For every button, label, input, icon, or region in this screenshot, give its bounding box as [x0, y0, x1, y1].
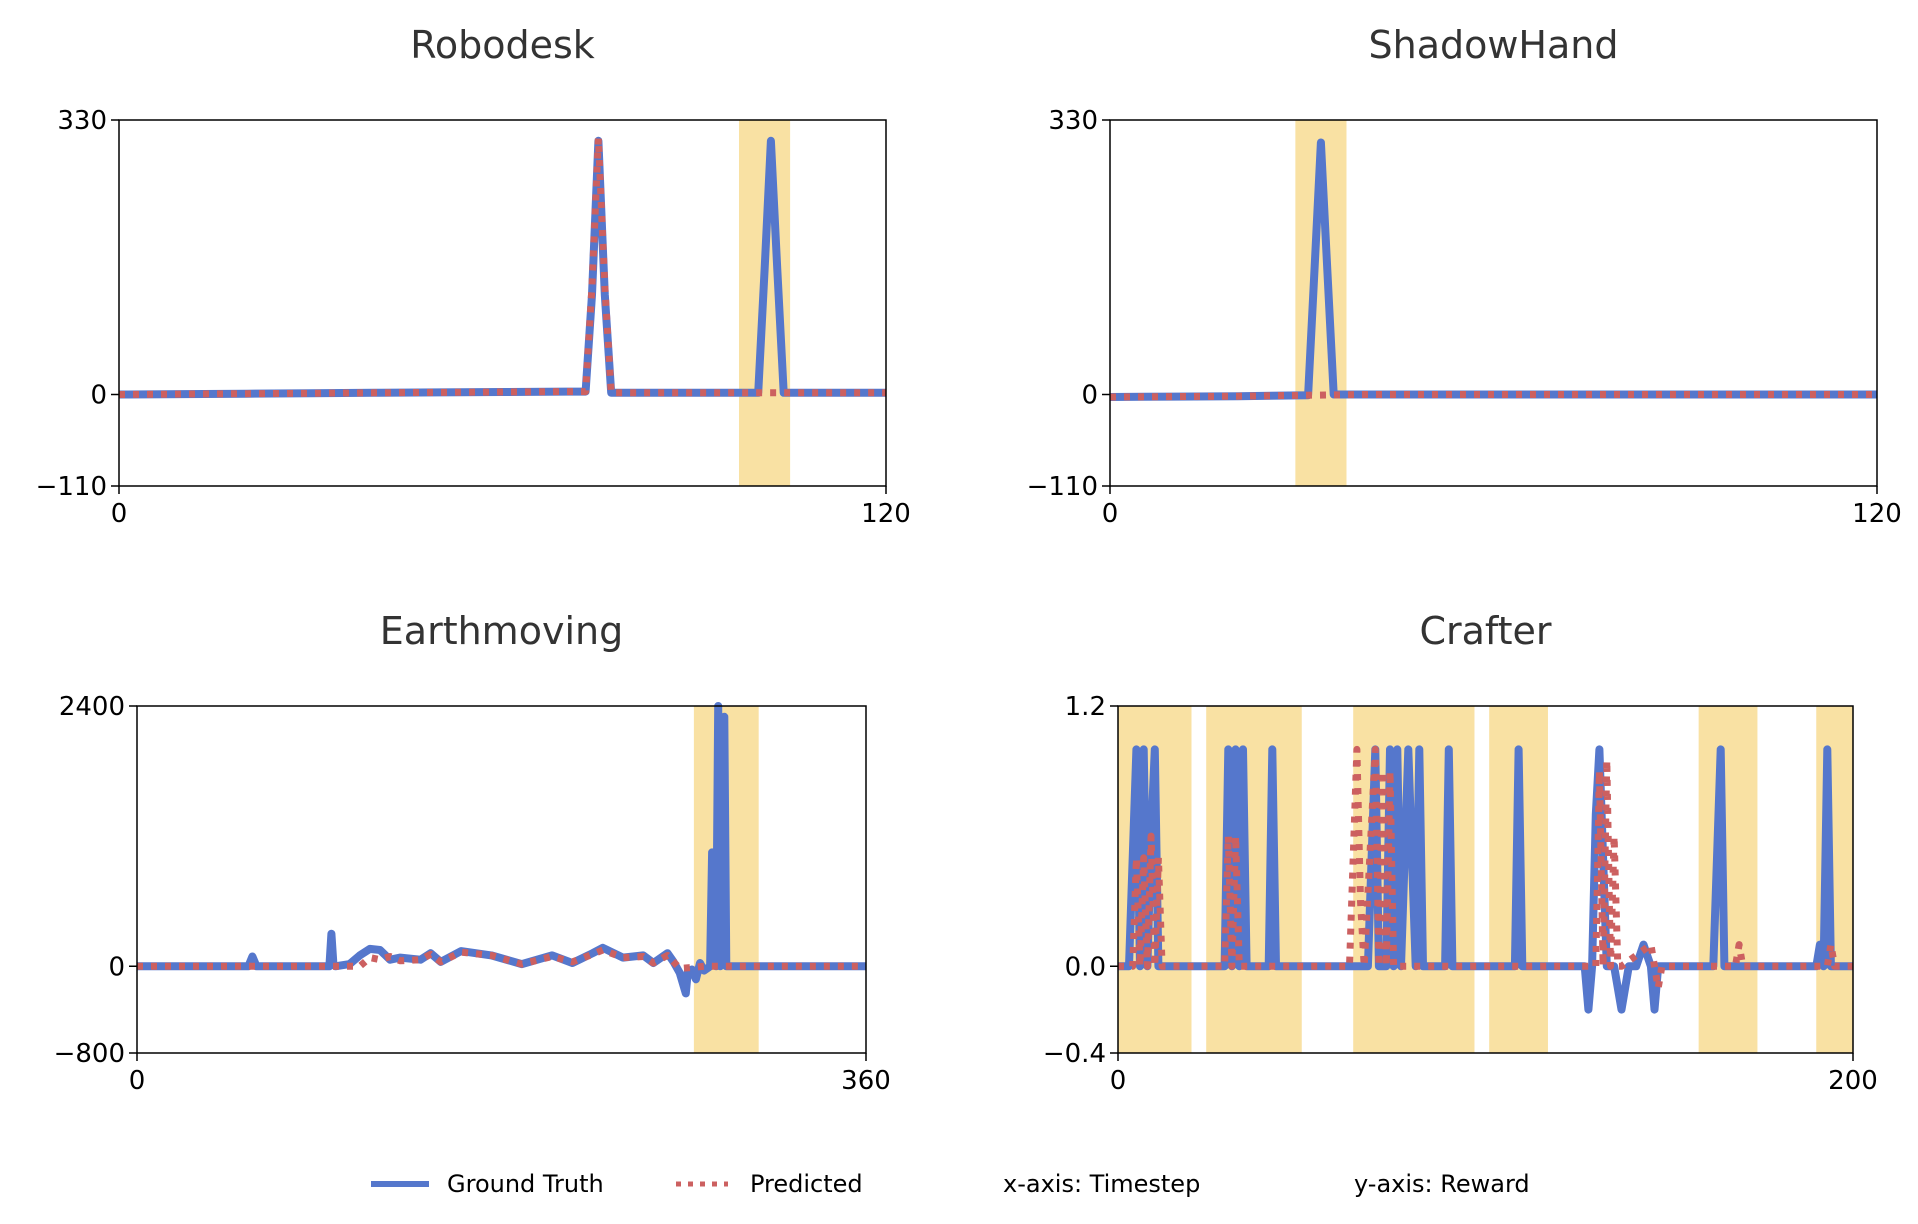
crafter-axes-frame [1117, 705, 1854, 1054]
shadowhand-xtick-label: 0 [1102, 499, 1119, 529]
robodesk-ytick-label: 330 [57, 106, 107, 136]
robodesk-xtick-label: 0 [111, 499, 128, 529]
shadowhand-axes-frame [1109, 119, 1878, 487]
crafter-highlight-span-4 [1698, 706, 1758, 1053]
earthmoving-xtick-label: 360 [841, 1066, 891, 1096]
legend-predicted-label: Predicted [750, 1170, 863, 1198]
earthmoving-predicted-line [137, 946, 866, 972]
crafter-predicted-line [1118, 745, 1853, 992]
robodesk-title: Robodesk [410, 23, 595, 67]
crafter-ytick-label: 1.2 [1065, 692, 1106, 722]
crafter-ground-truth-line [1118, 745, 1853, 1014]
earthmoving-axes-frame [136, 705, 867, 1054]
crafter-title: Crafter [1419, 609, 1551, 653]
robodesk-axes-frame [118, 119, 887, 487]
robodesk-predicted-line [119, 134, 886, 398]
robodesk-ytick-label: −110 [36, 472, 107, 502]
crafter-highlight-span-1 [1206, 706, 1302, 1053]
crafter-xtick-label: 200 [1828, 1066, 1878, 1096]
crafter-xtick-label: 0 [1110, 1066, 1127, 1096]
legend-x-axis-note: x-axis: Timestep [1003, 1170, 1200, 1198]
earthmoving-xtick-label: 0 [129, 1066, 146, 1096]
shadowhand-ytick-label: 330 [1048, 106, 1098, 136]
earthmoving-ytick-label: 0 [108, 952, 125, 982]
crafter-ytick-label: −0.4 [1043, 1039, 1106, 1069]
shadowhand-ytick-label: −110 [1027, 472, 1098, 502]
earthmoving-ytick-label: 2400 [59, 692, 125, 722]
shadowhand-xtick-label: 120 [1852, 499, 1902, 529]
robodesk-xtick-label: 120 [861, 499, 911, 529]
shadowhand-ground-truth-line [1110, 138, 1877, 401]
crafter-panel: Crafter −0.4 0.0 1.2 0 200 [1043, 609, 1878, 1096]
legend-ground-truth-label: Ground Truth [447, 1170, 604, 1198]
crafter-ytick-label: 0.0 [1065, 952, 1106, 982]
legend-y-axis-note: y-axis: Reward [1354, 1170, 1530, 1198]
shadowhand-title: ShadowHand [1368, 23, 1618, 67]
earthmoving-ytick-label: −800 [54, 1039, 125, 1069]
shadowhand-ytick-label: 0 [1081, 381, 1098, 411]
shadowhand-predicted-line [1110, 391, 1877, 401]
legend: Ground Truth Predicted x-axis: Timestep y-a… [371, 1170, 1530, 1198]
earthmoving-title: Earthmoving [380, 609, 623, 653]
robodesk-ytick-label: 0 [90, 381, 107, 411]
